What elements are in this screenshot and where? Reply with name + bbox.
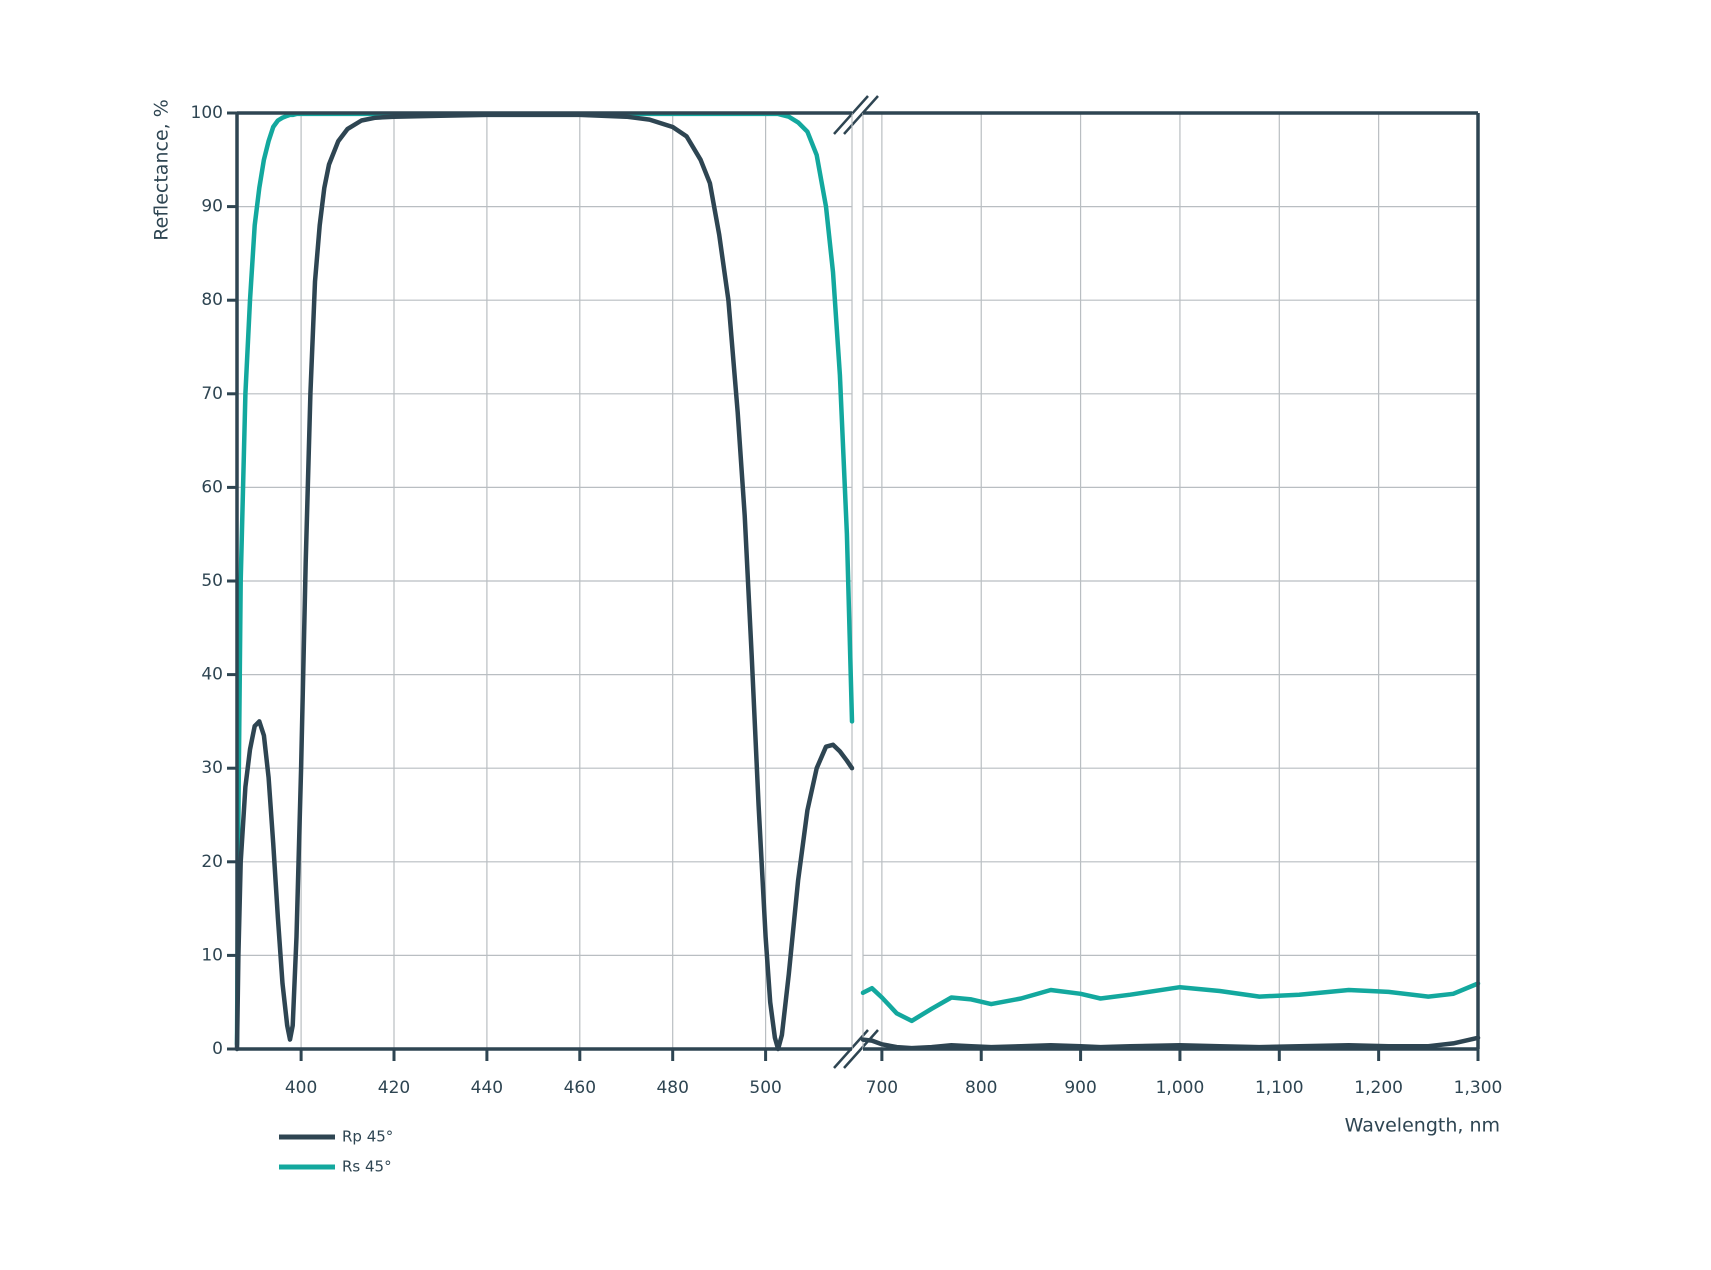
y-tick-label: 50 [201,571,223,591]
x-axis-label: Wavelength, nm [1345,1115,1500,1137]
series-line [860,981,1481,1024]
y-tick-label: 40 [201,665,223,685]
axis-break [833,95,879,1069]
x-tick-label: 1,100 [1255,1078,1304,1098]
x-tick-label: 700 [866,1078,898,1098]
y-tick-label: 0 [212,1039,223,1059]
x-tick-label: 480 [656,1078,688,1098]
y-tick-label: 30 [201,758,223,778]
break-mark [833,95,869,135]
series-line [234,112,855,1052]
x-tick-label: 900 [1064,1078,1096,1098]
x-tick-label: 460 [564,1078,596,1098]
y-tick-label: 10 [201,945,223,965]
y-tick-label: 60 [201,477,223,497]
x-tick-label: 1,300 [1454,1078,1503,1098]
legend-label: Rs 45° [342,1158,392,1176]
legend-label: Rp 45° [342,1128,393,1146]
x-tick-label: 1,000 [1156,1078,1205,1098]
x-tick-label: 440 [471,1078,503,1098]
y-tick-label: 90 [201,197,223,217]
x-tick-label: 400 [285,1078,317,1098]
y-axis-label: Reflectance, % [151,99,173,241]
x-tick-label: 420 [378,1078,410,1098]
x-tick-label: 800 [965,1078,997,1098]
x-tick-label: 1,200 [1354,1078,1403,1098]
y-tick-label: 20 [201,852,223,872]
grid [237,112,1479,1050]
break-mark [843,1029,879,1069]
y-tick-label: 70 [201,384,223,404]
x-tick-label: 500 [749,1078,781,1098]
y-tick-label: 80 [201,290,223,310]
y-tick-label: 100 [191,103,223,123]
series-line [234,111,855,1047]
series-line [860,1035,1481,1051]
break-mark [843,95,879,135]
